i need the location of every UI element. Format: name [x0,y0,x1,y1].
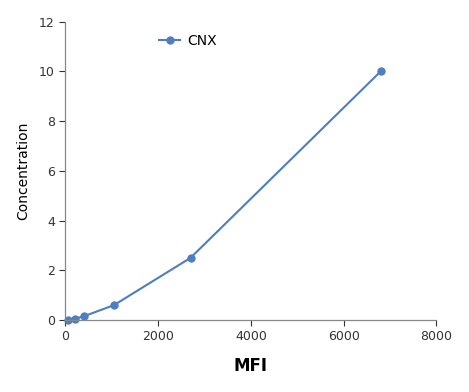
CNX [65,318,70,322]
X-axis label: MFI: MFI [234,358,268,375]
CNX [72,316,77,321]
CNX [81,314,87,319]
CNX [188,256,193,260]
Y-axis label: Concentration: Concentration [17,122,30,220]
CNX [378,69,384,74]
Legend: CNX: CNX [154,29,222,54]
Line: CNX: CNX [64,68,384,323]
CNX [111,303,117,307]
